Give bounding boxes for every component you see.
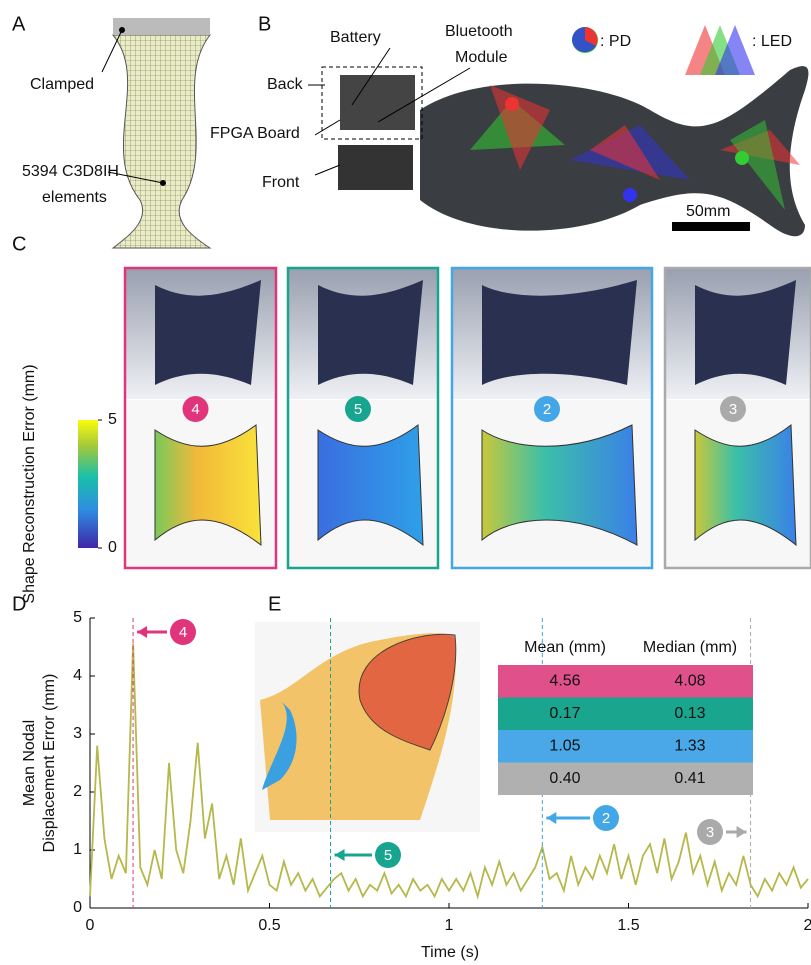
colorbar xyxy=(78,420,98,548)
fin-photo xyxy=(482,280,637,385)
badge-label: 4 xyxy=(179,624,187,641)
colorbar-tick-label: 5 xyxy=(108,411,117,428)
y-tick-label: 0 xyxy=(73,899,82,916)
pd xyxy=(623,188,637,202)
arrow-head xyxy=(737,826,747,838)
scale-label: 50mm xyxy=(686,203,730,220)
panel-label: C xyxy=(12,233,26,255)
table-row xyxy=(498,763,753,796)
leader xyxy=(102,30,122,72)
table-cell: 1.05 xyxy=(549,737,580,754)
colorbar-tick-label: 0 xyxy=(108,539,117,556)
table-e: Mean (mm) Median (mm) 4.56 4.08 0.17 0.13 1.05… xyxy=(498,639,753,795)
fin-photo xyxy=(695,280,796,385)
fin-photo xyxy=(318,280,423,385)
table-cell: 0.41 xyxy=(674,770,705,787)
clamp xyxy=(113,18,210,35)
label: FPGA Board xyxy=(210,125,300,142)
leader xyxy=(315,165,340,175)
table-row xyxy=(498,698,753,731)
x-axis-label: Time (s) xyxy=(421,944,479,961)
badge-label: 3 xyxy=(729,401,737,418)
table-header: Mean (mm) xyxy=(524,639,606,656)
x-tick-label: 1.5 xyxy=(617,917,639,934)
table-cell: 4.08 xyxy=(674,672,705,689)
badge-label: 2 xyxy=(602,810,610,827)
label: Front xyxy=(262,174,300,191)
board xyxy=(340,75,415,130)
pd xyxy=(505,97,519,111)
arrow-head xyxy=(335,849,345,861)
label: elements xyxy=(42,189,107,206)
label: Module xyxy=(455,49,508,66)
x-tick-label: 0 xyxy=(86,917,95,934)
label: Clamped xyxy=(30,76,94,93)
badge-label: 4 xyxy=(191,401,199,418)
panel-b: B Battery Bluetooth Module Back FPGA Boa… xyxy=(210,13,808,236)
legend-label: : PD xyxy=(600,33,631,50)
leader xyxy=(315,120,340,135)
x-tick-label: 2 xyxy=(804,917,811,934)
y-axis-label: Mean Nodal xyxy=(21,720,38,806)
mesh-model xyxy=(113,35,210,248)
y-tick-label: 3 xyxy=(73,725,82,742)
panel-label: D xyxy=(12,593,26,615)
y-tick-label: 5 xyxy=(73,609,82,626)
fin-photo xyxy=(155,280,261,385)
badge-label: 3 xyxy=(706,824,714,841)
label: Back xyxy=(267,76,304,93)
colorbar-label: Shape Reconstruction Error (mm) xyxy=(21,364,38,603)
table-cell: 1.33 xyxy=(674,737,705,754)
figure: A Clamped 5394 C3D8IH elements B Battery… xyxy=(0,0,811,965)
table-header: Median (mm) xyxy=(643,639,737,656)
scale-bar xyxy=(672,222,750,231)
x-tick-label: 0.5 xyxy=(258,917,280,934)
table-row xyxy=(498,665,753,698)
panel-c: C Shape Reconstruction Error (mm) 0 5 4 5 2 3 xyxy=(12,233,811,603)
pd xyxy=(735,151,749,165)
y-axis-label: Displacement Error (mm) xyxy=(41,674,58,853)
table-row xyxy=(498,730,753,763)
point xyxy=(160,180,166,186)
table-cell: 0.13 xyxy=(674,705,705,722)
y-tick-label: 1 xyxy=(73,841,82,858)
table-cell: 0.40 xyxy=(549,770,580,787)
badge-label: 2 xyxy=(543,401,551,418)
panel-a: A Clamped 5394 C3D8IH elements xyxy=(12,13,210,248)
label: Battery xyxy=(330,29,381,46)
panel-label: B xyxy=(258,13,271,35)
legend-label: : LED xyxy=(752,33,792,50)
label: Bluetooth xyxy=(445,23,513,40)
x-tick-label: 1 xyxy=(445,917,454,934)
inset-e xyxy=(255,622,480,832)
table-cell: 4.56 xyxy=(549,672,580,689)
arrow-head xyxy=(546,812,556,824)
badge-label: 5 xyxy=(354,401,362,418)
table-cell: 0.17 xyxy=(549,705,580,722)
arrow-head xyxy=(137,626,147,638)
point xyxy=(119,27,125,33)
label: 5394 C3D8IH xyxy=(22,163,119,180)
y-tick-label: 2 xyxy=(73,783,82,800)
page: {"panel_labels":["A","B","C","D","E"], "… xyxy=(0,0,811,965)
panel-label: E xyxy=(268,593,281,615)
badge-label: 5 xyxy=(384,847,392,864)
board xyxy=(338,145,413,190)
y-tick-label: 4 xyxy=(73,667,82,684)
panel-label: A xyxy=(12,13,26,35)
